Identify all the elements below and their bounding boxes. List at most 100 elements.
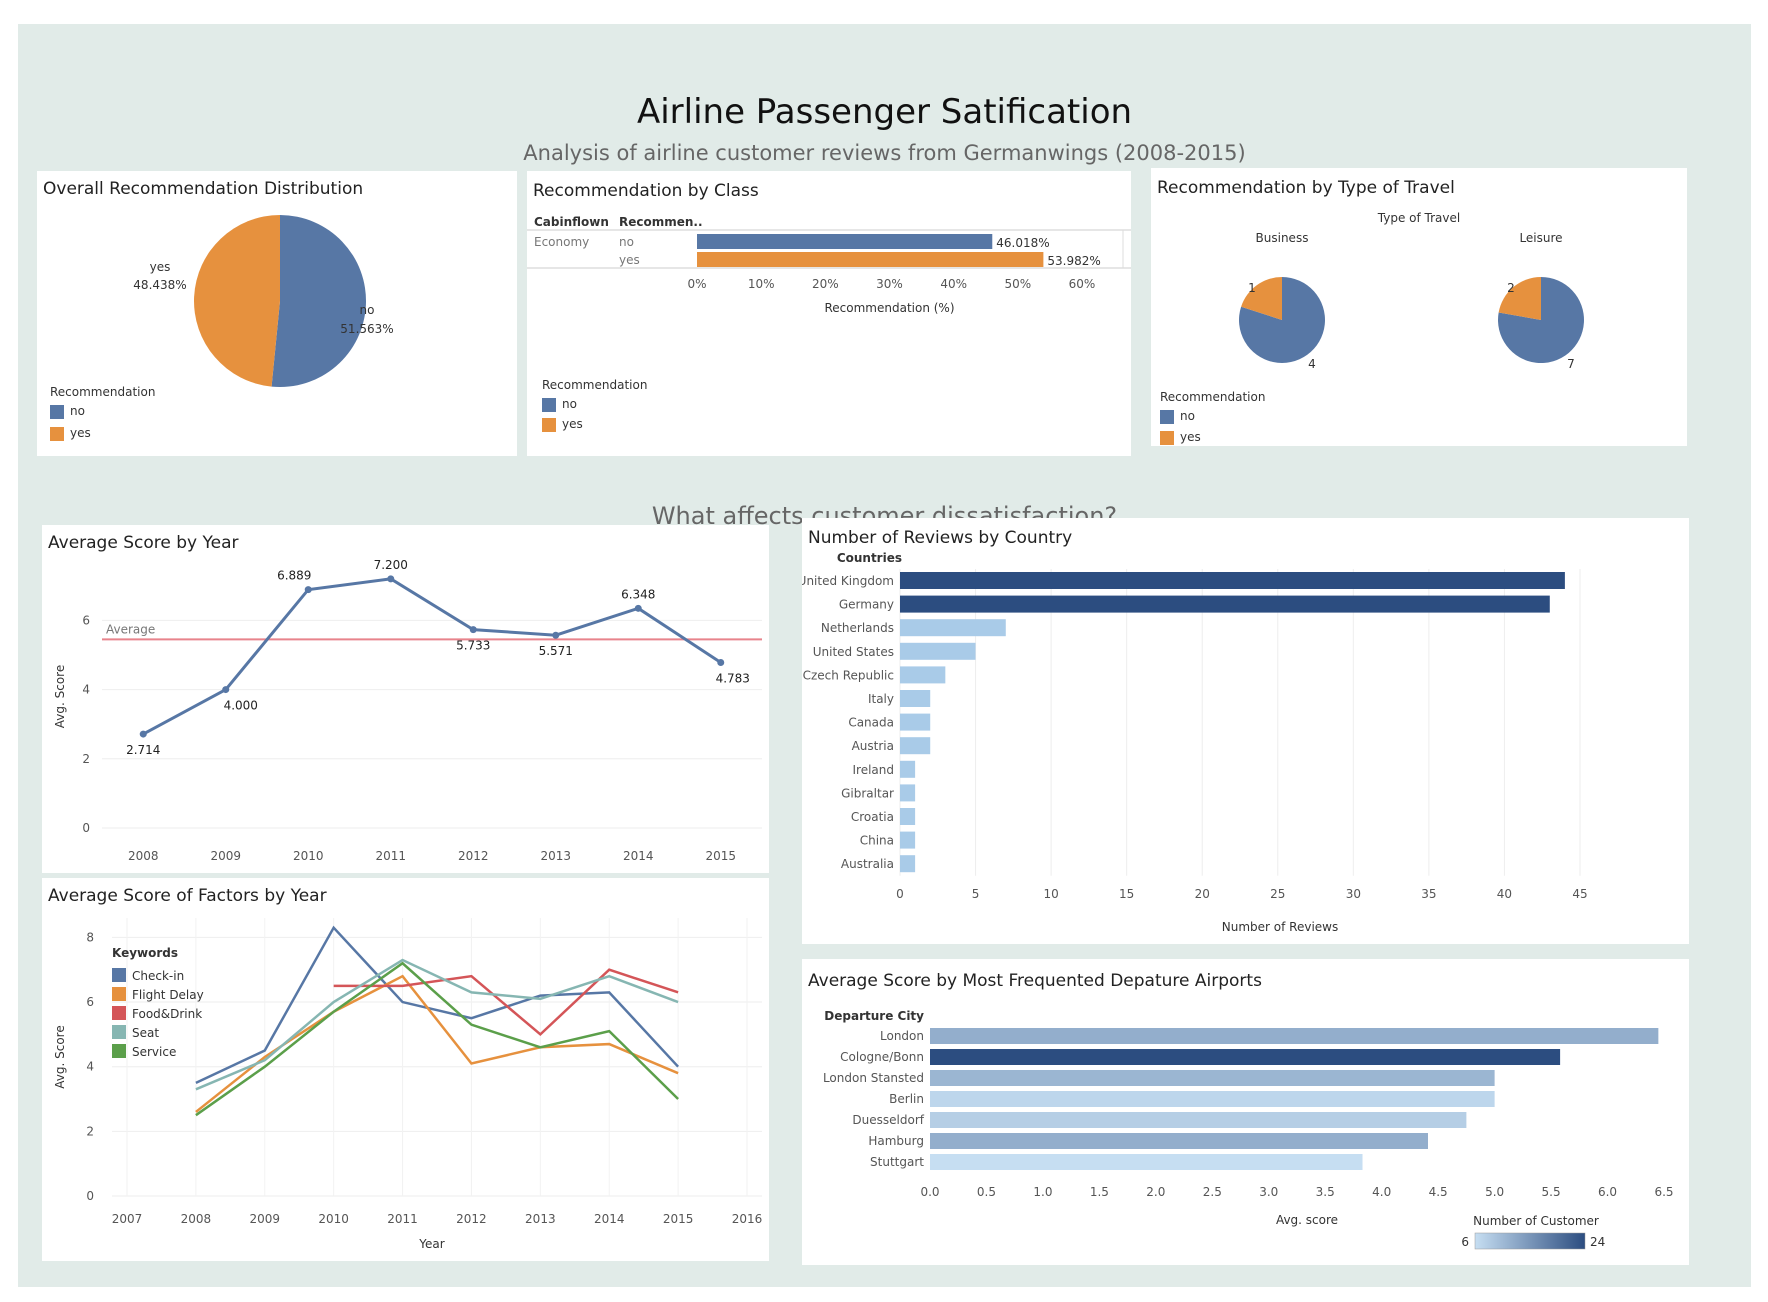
data-label: 5.571: [539, 644, 573, 658]
bar-london: [930, 1028, 1659, 1044]
x-tick-label: 2.0: [1146, 1185, 1165, 1199]
x-tick-label: 2009: [210, 849, 241, 863]
chart-title: Average Score by Most Frequented Depatur…: [808, 971, 1262, 991]
y-tick-label: 0: [86, 1189, 94, 1203]
bar-italy: [900, 690, 931, 707]
bar-gibraltar: [900, 784, 916, 802]
bar-austria: [900, 737, 931, 755]
bar-czech-republic: [900, 666, 946, 684]
slice-count-no: 4: [1308, 357, 1316, 371]
x-tick-label: 2012: [456, 1212, 487, 1226]
x-tick-label: 0.0: [920, 1185, 939, 1199]
bar-germany: [900, 595, 1550, 613]
legend-label: Flight Delay: [132, 988, 204, 1002]
bar-canada: [900, 713, 931, 731]
bar-yes: [697, 252, 1044, 267]
column-header: Recommen..: [619, 215, 703, 229]
data-label: 6.348: [621, 587, 655, 601]
category-label: Croatia: [851, 810, 894, 824]
slice-count-no: 7: [1567, 357, 1575, 371]
category-label: Ireland: [852, 763, 894, 777]
data-point: [304, 586, 312, 594]
legend-swatch: [112, 1006, 126, 1020]
panel-recommendation-by-class: Recommendation by Class Cabinflown Recomm…: [527, 171, 1131, 456]
x-tick-label: 1.0: [1033, 1185, 1052, 1199]
facet-label: Business: [1256, 231, 1309, 245]
category-label: London Stansted: [823, 1071, 924, 1085]
legend-label: Service: [132, 1045, 176, 1059]
legend-swatch: [50, 404, 64, 419]
color-legend-title: Number of Customer: [1473, 1214, 1599, 1228]
x-tick-label: 20%: [812, 277, 839, 291]
panel-factors-by-year: Average Score of Factors by Year 0 2 4 6 8 20…: [42, 878, 769, 1261]
slice-count-yes: 1: [1248, 281, 1256, 295]
y-tick-label: 4: [82, 683, 90, 697]
category-label: United States: [813, 645, 894, 659]
legend-swatch: [1160, 409, 1174, 424]
legend-label: no: [70, 404, 85, 418]
category-label: United Kingdom: [802, 574, 894, 588]
dashboard-canvas: Airline Passenger Satification Analysis …: [18, 24, 1751, 1287]
data-point: [552, 631, 560, 639]
series-line-seat: [195, 958, 679, 1091]
legend-item-no[interactable]: no: [1160, 408, 1195, 424]
pie-slice-yes: [194, 215, 280, 387]
x-tick-label: 3.5: [1316, 1185, 1335, 1199]
x-tick-label: 2013: [540, 849, 571, 863]
x-tick-label: 40%: [940, 277, 967, 291]
data-label: 4.000: [224, 699, 258, 713]
airport-bar-chart: Departure City London Cologne/Bonn London S…: [823, 1009, 1674, 1250]
legend-title: Recommendation: [1160, 390, 1266, 404]
pie-slice-yes: [1498, 277, 1541, 320]
x-tick-label: 5.5: [1542, 1185, 1561, 1199]
legend-title: Keywords: [112, 946, 178, 960]
x-tick-label: 2015: [663, 1212, 694, 1226]
class-bar-chart: Cabinflown Recommen.. Economy no 46.018% yes 5…: [527, 215, 1131, 315]
row-recommendation-label: no: [619, 235, 634, 249]
bar-hamburg: [930, 1133, 1428, 1149]
legend-swatch: [542, 397, 556, 412]
color-legend-ramp: [1474, 1232, 1586, 1250]
y-axis-label: Avg. Score: [53, 665, 67, 728]
x-tick-label: 40: [1497, 887, 1512, 901]
travel-pie-charts: Type of Travel Business 1 4 Leisure 2 7: [1239, 211, 1584, 371]
legend-item-yes[interactable]: yes: [50, 425, 91, 441]
x-tick-label: 2008: [181, 1212, 212, 1226]
bar-australia: [900, 855, 916, 873]
category-label: Stuttgart: [870, 1155, 924, 1169]
series-line-food-drink: [333, 968, 679, 1037]
color-legend-min: 6: [1461, 1235, 1469, 1249]
legend-label: Food&Drink: [132, 1007, 202, 1021]
chart-title: Overall Recommendation Distribution: [43, 179, 364, 199]
slice-count-yes: 2: [1507, 281, 1515, 295]
legend-item-yes[interactable]: yes: [542, 416, 583, 432]
bar-ireland: [900, 760, 916, 778]
page-title: Airline Passenger Satification: [636, 92, 1133, 132]
x-tick-label: 20: [1195, 887, 1210, 901]
data-label: 5.733: [456, 639, 490, 653]
y-tick-label: 8: [86, 930, 94, 944]
x-axis-label: Avg. score: [1276, 1213, 1338, 1227]
x-tick-label: 5.0: [1485, 1185, 1504, 1199]
axis-header: Countries: [837, 551, 902, 565]
category-label: Gibraltar: [841, 786, 894, 800]
legend-item-no[interactable]: no: [50, 403, 85, 419]
legend-swatch: [112, 1044, 126, 1058]
x-tick-label: 10%: [748, 277, 775, 291]
data-label: 7.200: [374, 558, 408, 572]
chart-title: Average Score by Year: [48, 533, 239, 553]
x-tick-label: 3.0: [1259, 1185, 1278, 1199]
category-label: China: [860, 834, 894, 848]
data-point: [717, 658, 725, 666]
x-tick-label: 2.5: [1203, 1185, 1222, 1199]
x-tick-label: 45: [1572, 887, 1587, 901]
x-tick-label: 25: [1270, 887, 1285, 901]
series-line-check-in: [195, 925, 680, 1084]
category-label: Duesseldorf: [852, 1113, 924, 1127]
x-tick-label: 2015: [705, 849, 736, 863]
category-label: Czech Republic: [803, 668, 894, 682]
legend-swatch: [50, 426, 64, 441]
legend-item-no[interactable]: no: [542, 396, 577, 412]
x-tick-label: 0%: [687, 277, 706, 291]
legend-item-yes[interactable]: yes: [1160, 429, 1201, 445]
